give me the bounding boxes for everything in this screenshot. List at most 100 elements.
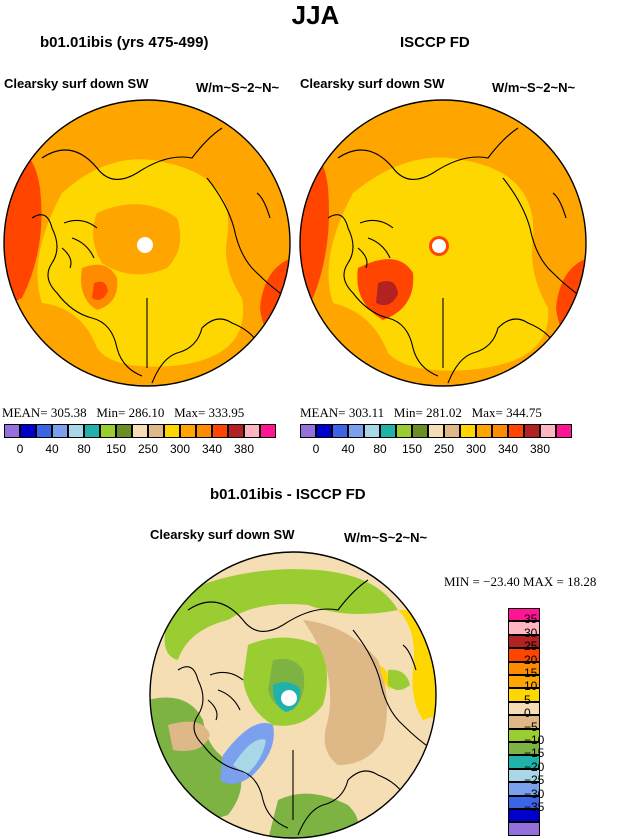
obs-colorbar-swatch: [444, 424, 460, 438]
model-min-label: Min=: [96, 405, 125, 420]
diff-colorbar-tick-label: 30: [524, 626, 537, 640]
diff-colorbar-swatch: [508, 822, 540, 835]
diff-pole-hole: [281, 690, 297, 706]
model-colorbar-swatch: [84, 424, 100, 438]
obs-colorbar-swatch: [412, 424, 428, 438]
model-colorbar-swatch: [228, 424, 244, 438]
obs-colorbar-tick-label: 250: [434, 442, 454, 456]
diff-polar-map: [148, 550, 438, 840]
obs-colorbar-swatch: [300, 424, 316, 438]
model-colorbar-swatch: [212, 424, 228, 438]
model-panel-title: b01.01ibis (yrs 475-499): [40, 34, 208, 51]
obs-max-label: Max=: [472, 405, 503, 420]
obs-min-label: Min=: [394, 405, 423, 420]
diff-colorbar-tick-label: 35: [524, 612, 537, 626]
model-colorbar-tick-label: 300: [170, 442, 190, 456]
obs-colorbar-swatch: [524, 424, 540, 438]
model-polar-map: [2, 98, 292, 388]
model-min-value: 286.10: [129, 405, 165, 420]
main-title: JJA: [0, 0, 631, 31]
model-colorbar-swatch: [52, 424, 68, 438]
obs-polar-map: [298, 98, 588, 388]
obs-max-value: 344.75: [506, 405, 542, 420]
model-colorbar-swatch: [100, 424, 116, 438]
diff-stats: MIN = −23.40 MAX = 18.28: [444, 574, 596, 590]
diff-colorbar-tick-label: 15: [524, 666, 537, 680]
obs-variable-label: Clearsky surf down SW: [300, 76, 444, 91]
model-colorbar-swatch: [20, 424, 36, 438]
obs-colorbar-swatch: [460, 424, 476, 438]
diff-colorbar-tick-label: 25: [524, 639, 537, 653]
diff-colorbar-tick-label: 10: [524, 679, 537, 693]
model-colorbar-swatch: [244, 424, 260, 438]
obs-mean-label: MEAN=: [300, 405, 346, 420]
model-pole-hole: [137, 237, 153, 253]
obs-colorbar-swatch: [476, 424, 492, 438]
model-colorbar-tick-label: 80: [77, 442, 90, 456]
model-colorbar-swatch: [132, 424, 148, 438]
diff-panel-title: b01.01ibis - ISCCP FD: [210, 486, 366, 503]
diff-units-label: W/m~S~2~N~: [344, 530, 427, 545]
obs-colorbar-tick-label: 150: [402, 442, 422, 456]
obs-stats: MEAN= 303.11 Min= 281.02 Max= 344.75: [300, 405, 542, 421]
model-variable-label: Clearsky surf down SW: [4, 76, 148, 91]
model-colorbar-tick-label: 380: [234, 442, 254, 456]
obs-colorbar-tick-label: 380: [530, 442, 550, 456]
model-colorbar-swatch: [180, 424, 196, 438]
diff-colorbar-tick-label: 0: [524, 706, 531, 720]
obs-colorbar-swatch: [396, 424, 412, 438]
diff-colorbar-tick-label: 20: [524, 653, 537, 667]
obs-colorbar-swatch: [364, 424, 380, 438]
diff-colorbar-tick-label: 5: [524, 693, 531, 707]
model-colorbar-swatch: [116, 424, 132, 438]
model-colorbar-swatch: [260, 424, 276, 438]
diff-colorbar-tick-label: −25: [524, 773, 544, 787]
model-colorbar-swatch: [68, 424, 84, 438]
obs-min-value: 281.02: [426, 405, 462, 420]
obs-colorbar-swatch: [316, 424, 332, 438]
obs-pole-hole: [432, 239, 446, 253]
obs-colorbar-tick-label: 80: [373, 442, 386, 456]
model-max-value: 333.95: [209, 405, 245, 420]
obs-colorbar: 0 40 80 150 250 300 340 380: [300, 424, 576, 460]
model-units-label: W/m~S~2~N~: [196, 80, 279, 95]
obs-colorbar-swatch: [380, 424, 396, 438]
obs-mean-value: 303.11: [349, 405, 384, 420]
obs-colorbar-tick-label: 300: [466, 442, 486, 456]
obs-units-label: W/m~S~2~N~: [492, 80, 575, 95]
obs-colorbar-swatch: [492, 424, 508, 438]
model-colorbar-tick-label: 0: [17, 442, 24, 456]
diff-colorbar-tick-label: −20: [524, 760, 544, 774]
obs-colorbar-swatch: [556, 424, 572, 438]
diff-colorbar-tick-label: −30: [524, 787, 544, 801]
model-colorbar-tick-label: 40: [45, 442, 58, 456]
model-field-orange-pole: [93, 204, 180, 274]
obs-colorbar-tick-label: 340: [498, 442, 518, 456]
model-colorbar-tick-label: 150: [106, 442, 126, 456]
obs-colorbar-tick-label: 0: [313, 442, 320, 456]
model-colorbar-swatch: [148, 424, 164, 438]
diff-variable-label: Clearsky surf down SW: [150, 527, 294, 542]
obs-colorbar-tick-label: 40: [341, 442, 354, 456]
model-colorbar-swatch: [196, 424, 212, 438]
model-colorbar-swatch: [36, 424, 52, 438]
model-colorbar-tick-label: 250: [138, 442, 158, 456]
diff-colorbar-tick-label: −15: [524, 746, 544, 760]
model-colorbar-tick-label: 340: [202, 442, 222, 456]
model-colorbar-swatch: [164, 424, 180, 438]
model-colorbar: 0 40 80 150 250 300 340 380: [4, 424, 280, 460]
diff-colorbar-tick-label: −5: [524, 720, 538, 734]
obs-colorbar-swatch: [348, 424, 364, 438]
obs-panel-title: ISCCP FD: [400, 34, 470, 51]
obs-colorbar-swatch: [508, 424, 524, 438]
model-colorbar-swatch: [4, 424, 20, 438]
obs-colorbar-swatch: [428, 424, 444, 438]
model-max-label: Max=: [174, 405, 205, 420]
diff-colorbar-tick-label: −35: [524, 800, 544, 814]
model-stats: MEAN= 305.38 Min= 286.10 Max= 333.95: [2, 405, 244, 421]
model-mean-value: 305.38: [51, 405, 87, 420]
obs-colorbar-swatch: [332, 424, 348, 438]
model-mean-label: MEAN=: [2, 405, 48, 420]
diff-colorbar-tick-label: −10: [524, 733, 544, 747]
